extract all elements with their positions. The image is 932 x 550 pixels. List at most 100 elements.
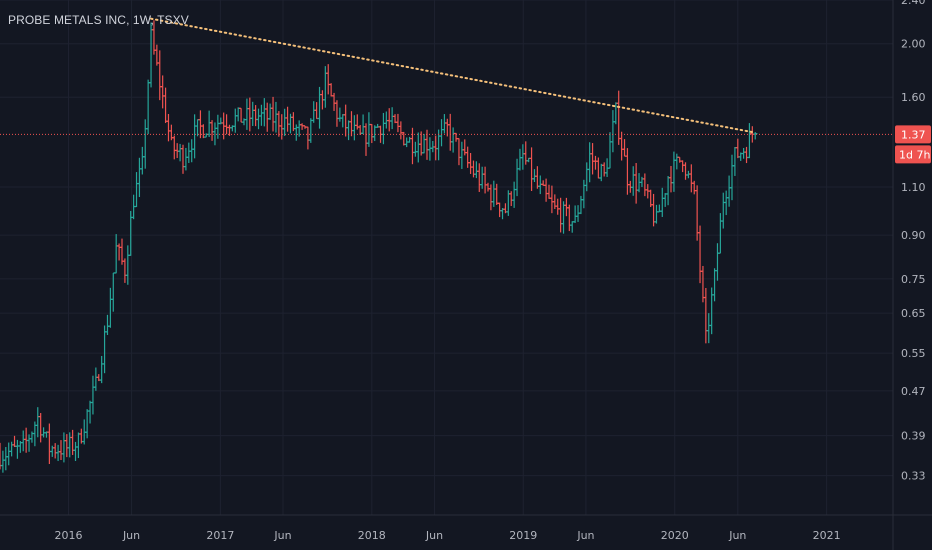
ohlc-bar xyxy=(581,179,587,209)
ohlc-bar xyxy=(474,161,479,179)
ohlc-bar xyxy=(21,430,26,452)
ohlc-bar xyxy=(35,407,40,438)
ohlc-bar xyxy=(671,151,677,192)
ohlc-bar xyxy=(564,197,569,217)
ohlc-bar xyxy=(145,79,151,135)
ohlc-bar xyxy=(285,106,290,132)
ohlc-bar xyxy=(572,205,578,223)
ohlc-bar xyxy=(267,103,273,120)
ohlc-bar xyxy=(366,112,372,147)
ohlc-bar xyxy=(593,155,598,170)
ohlc-bar xyxy=(517,148,523,171)
ohlc-bar xyxy=(735,138,741,159)
ohlc-bar xyxy=(488,184,494,211)
ohlc-bar xyxy=(398,121,404,140)
ohlc-bar xyxy=(668,165,674,193)
ohlc-bar xyxy=(456,138,462,166)
ohlc-bar xyxy=(535,166,540,189)
ohlc-bar xyxy=(633,163,639,204)
ohlc-bar xyxy=(160,75,165,109)
ohlc-bar xyxy=(543,178,549,202)
ohlc-bar xyxy=(87,400,93,424)
ohlc-bar xyxy=(625,148,630,195)
ohlc-bar xyxy=(317,86,322,129)
ohlc-bar xyxy=(38,413,43,443)
ohlc-bar xyxy=(201,124,206,139)
ohlc-bar xyxy=(58,440,64,460)
ohlc-bar xyxy=(352,115,357,141)
ohlc-bar xyxy=(567,204,572,232)
y-tick-label: 0.75 xyxy=(901,273,926,286)
ohlc-bar xyxy=(26,434,32,452)
ohlc-bar xyxy=(590,143,595,175)
ohlc-bar xyxy=(680,160,685,173)
ohlc-bar xyxy=(90,375,96,415)
ohlc-bar xyxy=(172,135,177,160)
ohlc-bar xyxy=(439,119,444,147)
ohlc-bar xyxy=(157,50,162,101)
ohlc-bar xyxy=(387,108,392,132)
ohlc-bar xyxy=(410,127,415,165)
ohlc-bar xyxy=(477,163,482,192)
ohlc-bar xyxy=(610,110,616,153)
ohlc-bar xyxy=(212,122,218,146)
ohlc-bar xyxy=(343,104,348,137)
ohlc-bar xyxy=(729,154,735,201)
ohlc-bar xyxy=(718,213,723,254)
ohlc-bar xyxy=(323,66,328,108)
price-axis[interactable]: 2.40 2.00 1.60 1.10 0.90 0.75 0.65 0.55 0.47 0.39… xyxy=(901,0,926,483)
ohlc-bar xyxy=(250,101,255,127)
price-badge: 1.37 xyxy=(895,125,931,144)
ohlc-bar xyxy=(642,173,648,197)
ohlc-bar xyxy=(299,123,305,130)
ohlc-bar xyxy=(15,439,20,459)
y-tick-label: 0.47 xyxy=(901,385,926,398)
ohlc-bar xyxy=(561,201,566,234)
ohlc-bar xyxy=(570,221,575,233)
ohlc-bar xyxy=(12,435,17,448)
ohlc-bar xyxy=(73,441,78,462)
ohlc-bar xyxy=(607,132,613,169)
y-tick-label: 0.33 xyxy=(901,470,926,483)
ohlc-bar xyxy=(0,450,6,473)
ohlc-bar xyxy=(215,114,221,139)
ohlc-bar xyxy=(76,432,81,459)
x-tick-label: Jun xyxy=(273,529,291,542)
y-tick-label: 2.40 xyxy=(901,0,926,7)
ohlc-bar xyxy=(328,83,334,97)
ohlc-bar xyxy=(407,136,412,143)
ohlc-bar xyxy=(599,163,604,182)
ohlc-bar xyxy=(753,132,758,140)
ohlc-bar xyxy=(450,127,456,153)
ohlc-bar xyxy=(660,187,665,217)
ohlc-bar xyxy=(715,243,720,281)
ohlc-bar xyxy=(692,180,697,195)
x-tick-label: 2020 xyxy=(661,529,689,542)
ohlc-bar xyxy=(314,102,319,120)
ohlc-bar xyxy=(465,146,470,168)
ohlc-bar xyxy=(256,108,261,130)
ohlc-bar xyxy=(70,429,75,455)
ohlc-bar xyxy=(84,409,90,439)
ohlc-bar xyxy=(47,423,52,465)
ohlc-bar xyxy=(389,107,395,130)
x-tick-label: 2021 xyxy=(813,529,841,542)
ohlc-bar xyxy=(744,146,749,164)
trendline[interactable] xyxy=(150,17,757,134)
ohlc-bar xyxy=(273,101,279,133)
x-tick-label: Jun xyxy=(425,529,443,542)
ohlc-bar xyxy=(305,126,311,150)
ohlc-bar xyxy=(631,166,636,196)
x-tick-label: 2019 xyxy=(509,529,537,542)
ohlc-bar xyxy=(601,162,607,177)
ohlc-bar xyxy=(442,114,447,134)
ohlc-bar xyxy=(206,110,212,138)
ohlc-bar xyxy=(270,96,276,132)
ohlc-bar xyxy=(418,131,424,156)
time-axis[interactable]: 2016 Jun 2017 Jun 2018 Jun 2019 Jun 2020 Jun 2021 xyxy=(0,514,932,542)
y-tick-label: 1.10 xyxy=(901,181,926,194)
ohlc-bar xyxy=(552,194,558,209)
ohlc-bar xyxy=(741,147,746,159)
ohlc-bar xyxy=(288,113,293,134)
